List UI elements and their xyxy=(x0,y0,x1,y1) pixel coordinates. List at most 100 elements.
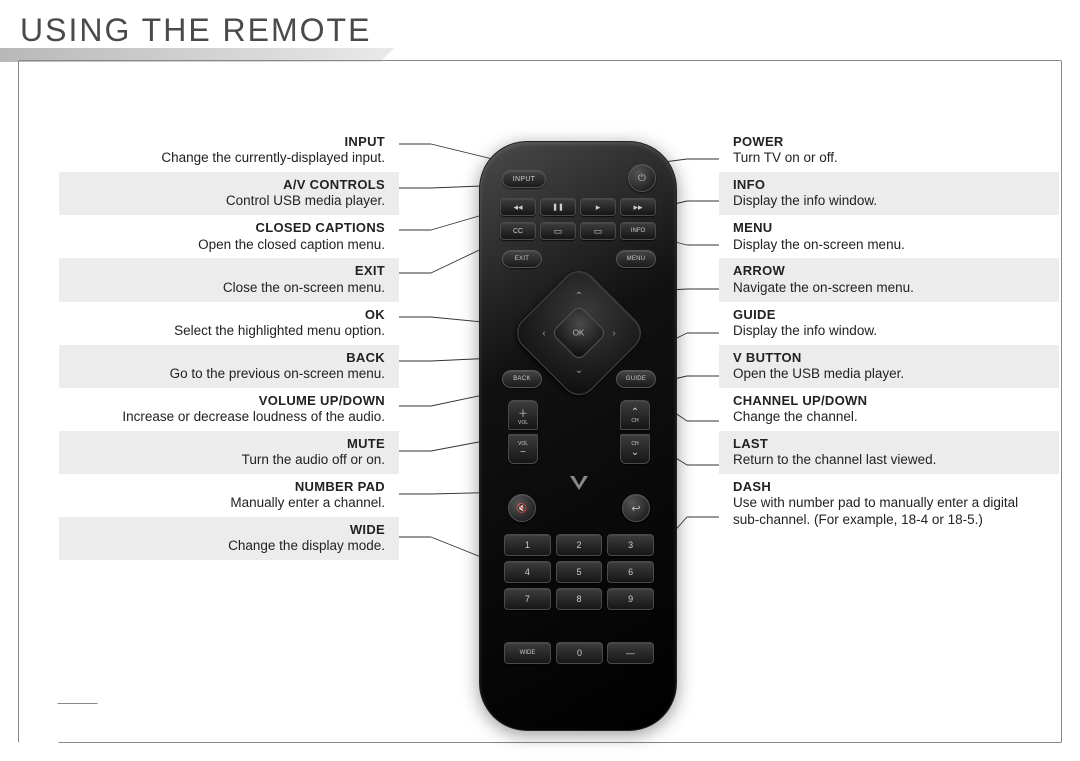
right-item-desc: Display the info window. xyxy=(733,323,1045,340)
left-item-title: INPUT xyxy=(73,134,385,150)
left-item-title: NUMBER PAD xyxy=(73,479,385,495)
vol-down-button[interactable]: VOL − xyxy=(508,434,538,464)
vol-up-button[interactable]: ＋ VOL xyxy=(508,400,538,430)
arrow-up-button[interactable]: ⌃ xyxy=(571,288,587,304)
remote-body: INPUT ⏻ ◂◂ ❚❚ ▸ ▸▸ CC ▭ ▭ INFO EXIT MENU… xyxy=(479,141,677,731)
right-item-title: LAST xyxy=(733,436,1045,452)
cc-button[interactable]: CC xyxy=(500,222,536,240)
dpad[interactable]: ⌃ ⌄ ‹ › OK xyxy=(530,284,628,382)
number-2-button[interactable]: 2 xyxy=(556,534,603,556)
left-item-desc: Change the currently-displayed input. xyxy=(73,150,385,167)
wide-button[interactable]: WIDE xyxy=(504,642,551,664)
right-item-title: CHANNEL UP/DOWN xyxy=(733,393,1045,409)
left-item-title: EXIT xyxy=(73,263,385,279)
guide-button[interactable]: GUIDE xyxy=(616,370,656,388)
pause-button[interactable]: ❚❚ xyxy=(540,198,576,216)
ch-up-button[interactable]: ⌃ CH xyxy=(620,400,650,430)
right-item-desc: Change the channel. xyxy=(733,409,1045,426)
right-item-title: MENU xyxy=(733,220,1045,236)
left-item: NUMBER PADManually enter a channel. xyxy=(59,474,399,517)
right-item: CHANNEL UP/DOWNChange the channel. xyxy=(719,388,1059,431)
left-item: VOLUME UP/DOWNIncrease or decrease loudn… xyxy=(59,388,399,431)
right-item-desc: Open the USB media player. xyxy=(733,366,1045,383)
number-7-button[interactable]: 7 xyxy=(504,588,551,610)
right-item-desc: Return to the channel last viewed. xyxy=(733,452,1045,469)
left-item-title: VOLUME UP/DOWN xyxy=(73,393,385,409)
number-3-button[interactable]: 3 xyxy=(607,534,654,556)
v-button[interactable] xyxy=(568,472,590,494)
number-5-button[interactable]: 5 xyxy=(556,561,603,583)
input-button[interactable]: INPUT xyxy=(502,170,546,188)
right-item: INFODisplay the info window. xyxy=(719,172,1059,215)
left-item: CLOSED CAPTIONSOpen the closed caption m… xyxy=(59,215,399,258)
left-item-title: A/V CONTROLS xyxy=(73,177,385,193)
right-item: V BUTTONOpen the USB media player. xyxy=(719,345,1059,388)
left-item-title: CLOSED CAPTIONS xyxy=(73,220,385,236)
number-9-button[interactable]: 9 xyxy=(607,588,654,610)
right-item: DASHUse with number pad to manually ente… xyxy=(719,474,1059,534)
number-8-button[interactable]: 8 xyxy=(556,588,603,610)
left-item-title: MUTE xyxy=(73,436,385,452)
left-item-desc: Go to the previous on-screen menu. xyxy=(73,366,385,383)
back-button[interactable]: BACK xyxy=(502,370,542,388)
right-item: GUIDEDisplay the info window. xyxy=(719,302,1059,345)
left-item: EXITClose the on-screen menu. xyxy=(59,258,399,301)
left-item: A/V CONTROLSControl USB media player. xyxy=(59,172,399,215)
exit-button[interactable]: EXIT xyxy=(502,250,542,268)
left-item-desc: Change the display mode. xyxy=(73,538,385,555)
page-title: USING THE REMOTE xyxy=(0,0,1080,57)
number-1-button[interactable]: 1 xyxy=(504,534,551,556)
arrow-left-button[interactable]: ‹ xyxy=(536,325,552,341)
left-item-desc: Manually enter a channel. xyxy=(73,495,385,512)
right-item-title: ARROW xyxy=(733,263,1045,279)
right-callouts: POWERTurn TV on or off.INFODisplay the i… xyxy=(719,129,1059,534)
number-4-button[interactable]: 4 xyxy=(504,561,551,583)
content-frame: INPUTChange the currently-displayed inpu… xyxy=(18,60,1062,743)
left-item: INPUTChange the currently-displayed inpu… xyxy=(59,129,399,172)
left-callouts: INPUTChange the currently-displayed inpu… xyxy=(59,129,399,560)
power-button[interactable]: ⏻ xyxy=(628,164,656,192)
mute-button[interactable]: 🔇 xyxy=(508,494,536,522)
right-item: LASTReturn to the channel last viewed. xyxy=(719,431,1059,474)
left-item-desc: Close the on-screen menu. xyxy=(73,280,385,297)
left-item-title: BACK xyxy=(73,350,385,366)
ch-down-button[interactable]: CH ⌄ xyxy=(620,434,650,464)
right-item-desc: Turn TV on or off. xyxy=(733,150,1045,167)
right-item: POWERTurn TV on or off. xyxy=(719,129,1059,172)
arrow-down-button[interactable]: ⌄ xyxy=(571,362,587,378)
number-pad: 123 456 789 xyxy=(504,534,654,610)
blank2-button[interactable]: ▭ xyxy=(580,222,616,240)
rewind-button[interactable]: ◂◂ xyxy=(500,198,536,216)
right-item-title: INFO xyxy=(733,177,1045,193)
right-item: MENUDisplay the on-screen menu. xyxy=(719,215,1059,258)
right-item: ARROWNavigate the on-screen menu. xyxy=(719,258,1059,301)
right-item-title: POWER xyxy=(733,134,1045,150)
right-item-desc: Navigate the on-screen menu. xyxy=(733,280,1045,297)
right-item-desc: Display the info window. xyxy=(733,193,1045,210)
left-item-desc: Increase or decrease loudness of the aud… xyxy=(73,409,385,426)
right-item-desc: Use with number pad to manually enter a … xyxy=(733,495,1045,529)
left-item-desc: Open the closed caption menu. xyxy=(73,237,385,254)
right-item-desc: Display the on-screen menu. xyxy=(733,237,1045,254)
right-item-title: GUIDE xyxy=(733,307,1045,323)
blank-button[interactable]: ▭ xyxy=(540,222,576,240)
zero-button[interactable]: 0 xyxy=(556,642,603,664)
left-item-title: OK xyxy=(73,307,385,323)
left-item: OKSelect the highlighted menu option. xyxy=(59,302,399,345)
left-item: BACKGo to the previous on-screen menu. xyxy=(59,345,399,388)
left-item-desc: Select the highlighted menu option. xyxy=(73,323,385,340)
number-6-button[interactable]: 6 xyxy=(607,561,654,583)
play-button[interactable]: ▸ xyxy=(580,198,616,216)
left-item: MUTETurn the audio off or on. xyxy=(59,431,399,474)
ffwd-button[interactable]: ▸▸ xyxy=(620,198,656,216)
last-button[interactable]: ↩ xyxy=(622,494,650,522)
menu-button[interactable]: MENU xyxy=(616,250,656,268)
right-item-title: V BUTTON xyxy=(733,350,1045,366)
dash-button[interactable]: — xyxy=(607,642,654,664)
left-item-title: WIDE xyxy=(73,522,385,538)
left-item: WIDEChange the display mode. xyxy=(59,517,399,560)
content-area: INPUTChange the currently-displayed inpu… xyxy=(19,61,1061,742)
arrow-right-button[interactable]: › xyxy=(606,325,622,341)
right-item-title: DASH xyxy=(733,479,1045,495)
info-button[interactable]: INFO xyxy=(620,222,656,240)
